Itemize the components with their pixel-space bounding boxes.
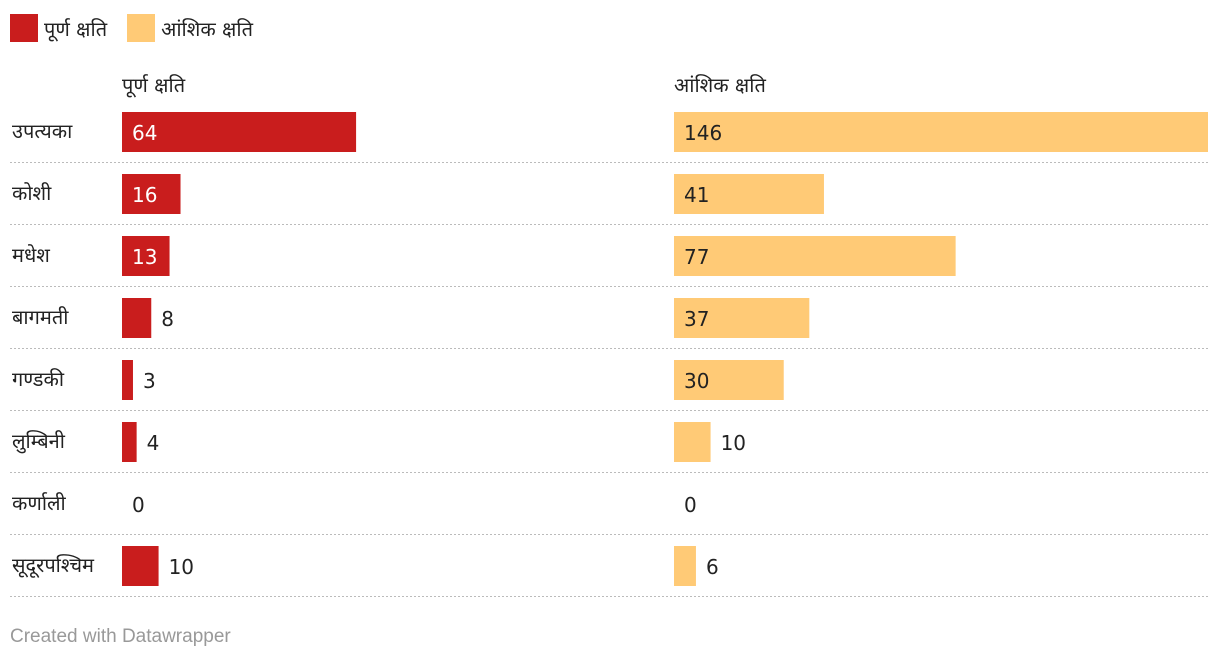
- bar-1-0[interactable]: [674, 112, 1208, 152]
- row-label: लुम्बिनी: [12, 429, 66, 454]
- value-label-1-4: 30: [684, 369, 709, 393]
- value-label-0-3: 8: [161, 307, 174, 331]
- bar-0-5[interactable]: [122, 422, 137, 462]
- legend: पूर्ण क्षति आंशिक क्षति: [10, 12, 273, 44]
- bar-1-4[interactable]: [674, 360, 784, 400]
- panel-header-0: पूर्ण क्षति: [122, 73, 186, 98]
- value-label-0-5: 4: [147, 431, 160, 455]
- value-label-1-2: 77: [684, 245, 709, 269]
- row-label: मधेश: [12, 243, 50, 267]
- bar-0-0[interactable]: [122, 112, 357, 152]
- bar-1-3[interactable]: [674, 298, 810, 338]
- bar-0-1[interactable]: [122, 174, 181, 214]
- row-label: उपत्यका: [12, 119, 73, 143]
- value-label-1-7: 6: [706, 555, 719, 579]
- legend-swatch-partial-damage: [127, 14, 156, 42]
- bar-0-3[interactable]: [122, 298, 152, 338]
- value-label-1-0: 146: [684, 121, 722, 145]
- legend-item-partial-damage[interactable]: आंशिक क्षति: [127, 14, 253, 42]
- row-label: कोशी: [12, 181, 52, 205]
- footer-credit[interactable]: Created with Datawrapper: [10, 626, 231, 647]
- bar-1-7[interactable]: [674, 546, 696, 586]
- row-label: बागमती: [12, 305, 69, 329]
- value-label-0-0: 64: [132, 121, 157, 145]
- bar-0-7[interactable]: [122, 546, 159, 586]
- legend-swatch-full-damage: [10, 14, 38, 42]
- value-label-1-5: 10: [721, 431, 746, 455]
- value-label-0-6: 0: [132, 493, 145, 517]
- legend-item-full-damage[interactable]: पूर्ण क्षति: [10, 14, 107, 42]
- row-label: कर्णाली: [12, 491, 67, 515]
- value-label-0-4: 3: [143, 369, 156, 393]
- row-label: सूदूरपश्चिम: [12, 553, 95, 578]
- legend-label-partial-damage: आंशिक क्षति: [161, 16, 253, 41]
- bar-0-2[interactable]: [122, 236, 170, 276]
- value-label-0-2: 13: [132, 245, 157, 269]
- bar-1-5[interactable]: [674, 422, 711, 462]
- value-label-1-3: 37: [684, 307, 709, 331]
- bar-1-1[interactable]: [674, 174, 824, 214]
- value-label-1-1: 41: [684, 183, 709, 207]
- legend-label-full-damage: पूर्ण क्षति: [44, 16, 108, 41]
- value-label-1-6: 0: [684, 493, 697, 517]
- bar-1-2[interactable]: [674, 236, 956, 276]
- panel-header-1: आंशिक क्षति: [674, 73, 766, 97]
- row-label: गण्डकी: [12, 367, 65, 391]
- value-label-0-1: 16: [132, 183, 157, 207]
- value-label-0-7: 10: [169, 555, 194, 579]
- bar-0-4[interactable]: [122, 360, 133, 400]
